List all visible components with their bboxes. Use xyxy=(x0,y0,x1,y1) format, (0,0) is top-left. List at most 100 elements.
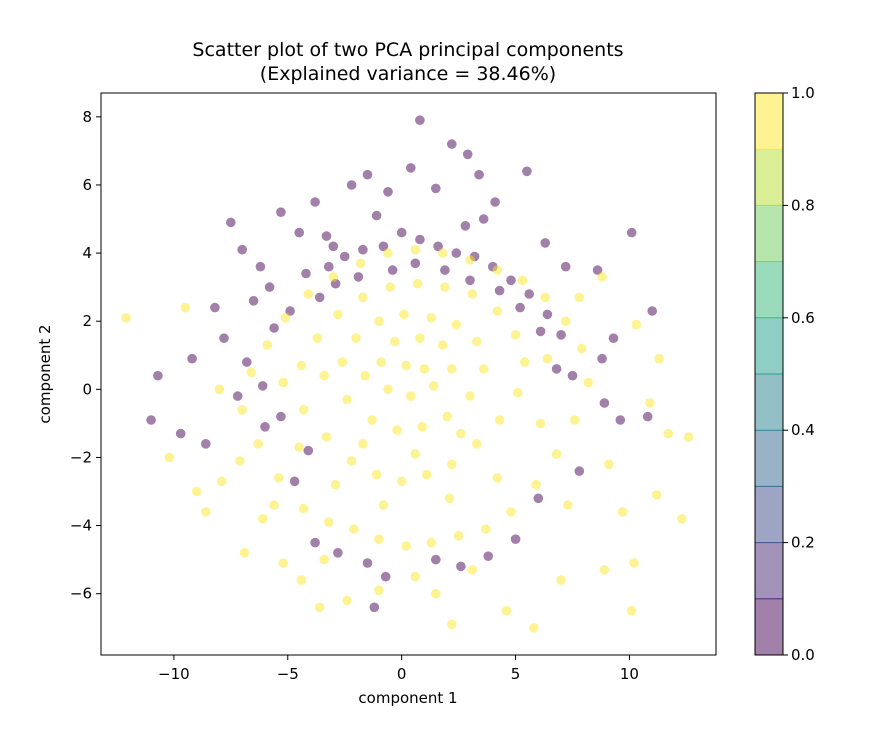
data-point xyxy=(494,415,505,425)
data-point xyxy=(465,275,475,286)
data-point xyxy=(235,456,245,466)
data-point xyxy=(456,561,466,572)
data-point xyxy=(412,278,423,289)
data-point xyxy=(451,319,462,330)
data-point xyxy=(351,333,361,344)
data-point xyxy=(437,340,448,350)
data-point xyxy=(465,391,475,401)
data-point xyxy=(567,370,578,381)
data-point xyxy=(264,282,275,292)
data-point xyxy=(346,456,357,466)
points-layer xyxy=(121,115,694,633)
data-point xyxy=(417,422,428,432)
data-point xyxy=(447,364,457,374)
data-point xyxy=(383,248,393,258)
data-point xyxy=(677,514,687,524)
data-point xyxy=(570,415,580,425)
data-point xyxy=(419,364,430,374)
data-point xyxy=(349,524,359,534)
data-point xyxy=(260,422,270,432)
data-point xyxy=(219,333,229,344)
colorbar-bands xyxy=(755,93,783,656)
data-point xyxy=(574,292,585,303)
data-point xyxy=(378,241,389,252)
colorbar-tick-label: 0.4 xyxy=(791,421,815,439)
data-point xyxy=(376,357,387,367)
data-point xyxy=(237,405,247,415)
data-point xyxy=(301,268,311,279)
data-point xyxy=(180,302,191,313)
data-point xyxy=(542,309,553,320)
y-tick-label: −4 xyxy=(70,517,92,535)
data-point xyxy=(269,500,279,510)
data-point xyxy=(647,306,657,316)
data-point xyxy=(683,432,694,442)
data-point xyxy=(253,439,263,449)
data-point xyxy=(276,411,286,422)
data-point xyxy=(374,534,384,544)
data-point xyxy=(392,425,402,436)
data-point xyxy=(390,336,400,347)
data-point xyxy=(560,316,571,327)
data-point xyxy=(490,197,500,207)
data-point xyxy=(478,214,489,224)
data-point xyxy=(262,340,273,350)
data-point xyxy=(506,507,516,517)
x-tick-label: −5 xyxy=(277,665,299,683)
data-point xyxy=(210,302,220,313)
data-point xyxy=(164,452,175,463)
data-point xyxy=(592,265,603,275)
data-point xyxy=(367,415,377,425)
data-point xyxy=(257,514,268,524)
data-point xyxy=(410,244,421,255)
data-point xyxy=(663,428,673,439)
data-point xyxy=(431,588,441,599)
data-point xyxy=(280,313,291,323)
data-point xyxy=(175,428,186,439)
data-point xyxy=(324,261,334,272)
data-point xyxy=(531,479,541,490)
data-point xyxy=(201,439,211,449)
data-point xyxy=(406,391,416,401)
data-point xyxy=(324,517,334,527)
data-point xyxy=(529,623,539,633)
data-point xyxy=(296,360,307,371)
data-point xyxy=(353,272,364,282)
data-point xyxy=(246,367,257,378)
data-point xyxy=(444,493,455,504)
data-point xyxy=(599,565,610,575)
data-point xyxy=(342,595,352,606)
data-point xyxy=(556,575,566,585)
data-point xyxy=(294,227,305,238)
colorbar-band xyxy=(755,598,783,656)
data-point xyxy=(314,292,325,303)
y-tick-label: 4 xyxy=(82,244,92,262)
data-point xyxy=(535,418,546,429)
data-point xyxy=(410,571,421,582)
data-point xyxy=(201,507,211,517)
data-point xyxy=(310,197,320,207)
data-point xyxy=(437,248,448,258)
data-point xyxy=(472,336,482,347)
data-point xyxy=(599,398,610,408)
data-point xyxy=(257,381,268,391)
data-point xyxy=(121,313,131,323)
y-axis: −6 −4 −2 0 2 4 6 8 xyxy=(70,108,101,603)
data-point xyxy=(533,493,544,504)
data-point xyxy=(378,500,389,510)
data-point xyxy=(396,476,407,487)
data-point xyxy=(191,486,202,497)
data-point xyxy=(410,258,421,269)
data-point xyxy=(239,548,250,558)
data-point xyxy=(551,449,562,459)
colorbar-band xyxy=(755,542,783,600)
data-point xyxy=(248,296,259,306)
data-point xyxy=(328,241,339,252)
data-point xyxy=(294,442,305,453)
data-point xyxy=(626,605,637,616)
colorbar-tick-label: 0.2 xyxy=(791,534,815,552)
data-point xyxy=(371,469,382,480)
data-point xyxy=(517,275,528,286)
data-point xyxy=(515,302,525,313)
data-point xyxy=(626,227,637,238)
